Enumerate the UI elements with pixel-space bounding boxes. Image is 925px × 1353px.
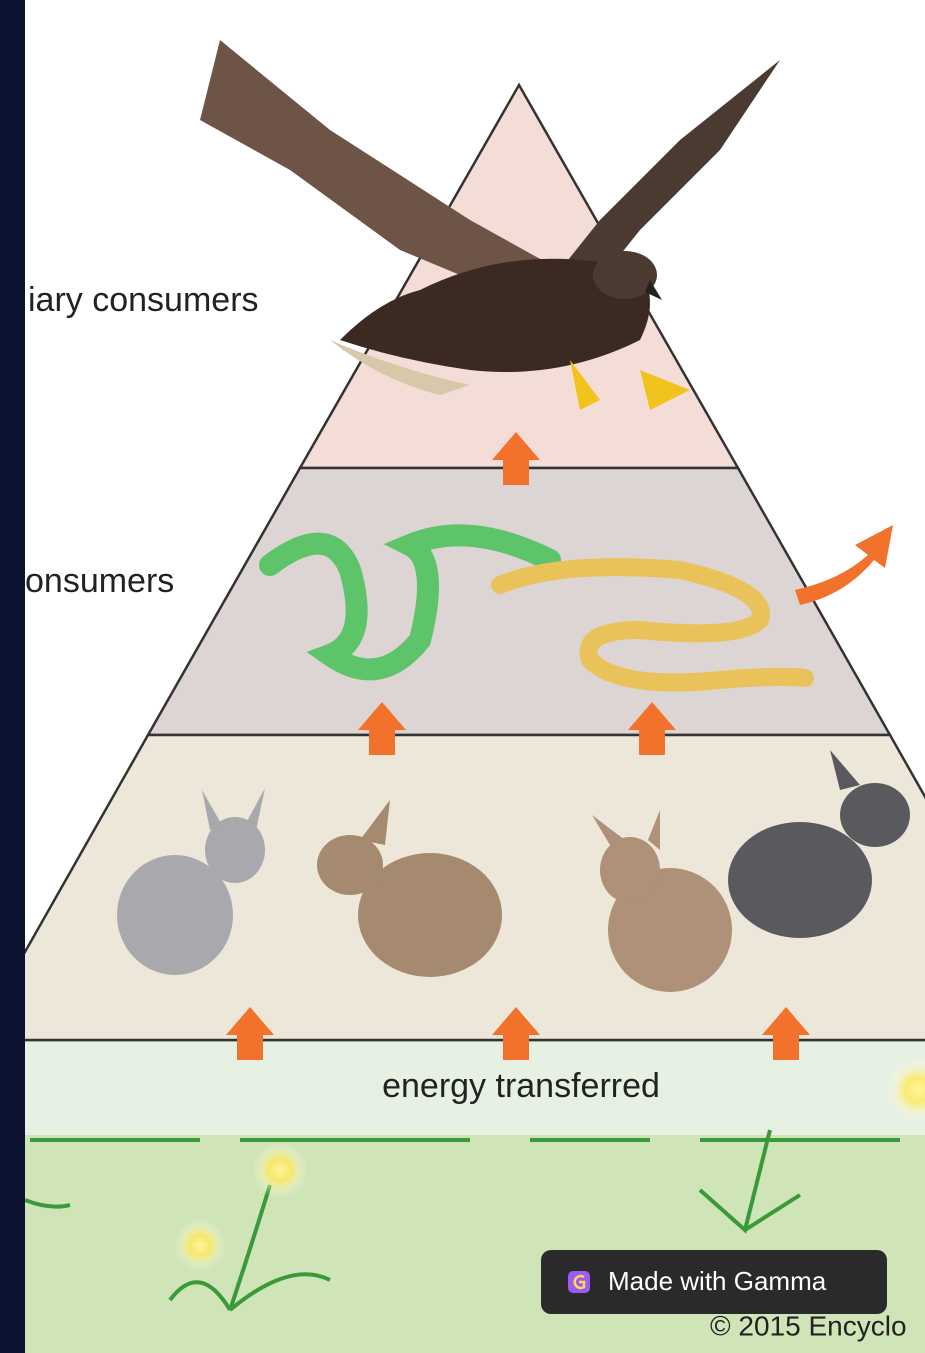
tertiary-label: iary consumers (28, 281, 259, 319)
energy-arrows (226, 432, 893, 1060)
copyright: © 2015 Encyclo (710, 1310, 907, 1341)
badge-text[interactable]: Made with Gamma (608, 1266, 827, 1296)
grass (25, 1129, 900, 1312)
yellow-snake (491, 558, 814, 692)
secondary-label: onsumers (25, 562, 174, 600)
left-strip (0, 0, 25, 1353)
badge-background[interactable] (541, 1250, 887, 1314)
rabbits (117, 750, 910, 992)
energy-label: energy transferred (382, 1067, 660, 1105)
green-snake (259, 524, 561, 681)
eagle (200, 40, 780, 410)
gamma-badge[interactable]: Made with Gamma (541, 1250, 887, 1314)
